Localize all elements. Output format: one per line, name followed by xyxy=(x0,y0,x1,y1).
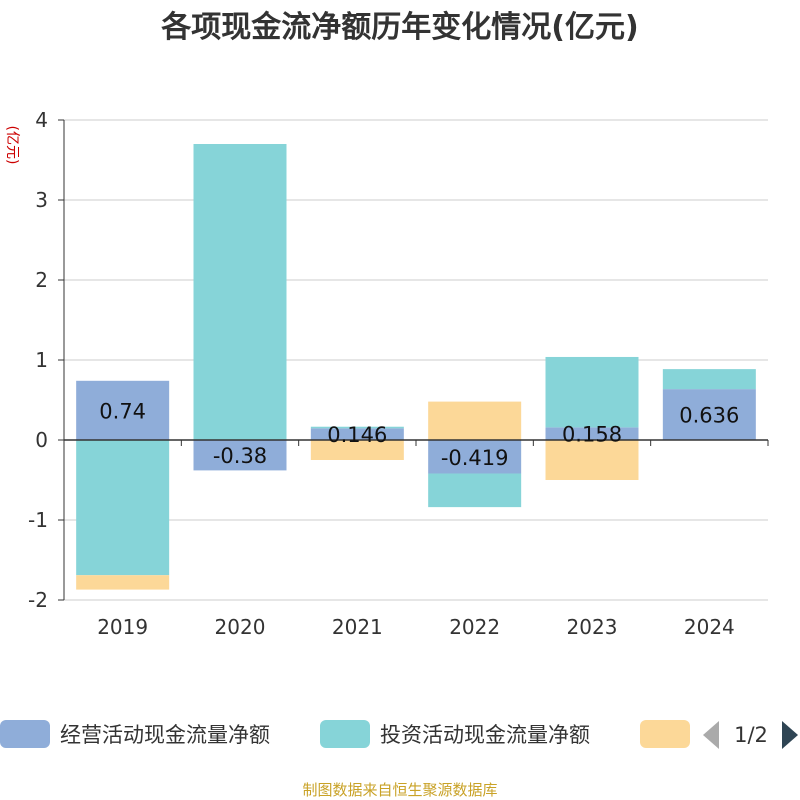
data-label-2020: -0.38 xyxy=(213,444,267,468)
data-label-2019: 0.74 xyxy=(99,399,146,423)
y-tick-label-0: -2 xyxy=(28,588,48,612)
x-tick-label-2020: 2020 xyxy=(215,615,266,639)
chart-title: 各项现金流净额历年变化情况(亿元) xyxy=(160,10,638,45)
bar-2023-series-0 xyxy=(545,427,639,440)
y-tick-label-3: 1 xyxy=(35,348,48,372)
data-labels: 0.74 -0.38 0.146 -0.419 0.158 0.636 xyxy=(99,399,739,469)
x-tick-label-2022: 2022 xyxy=(449,615,500,639)
data-label-2023: 0.158 xyxy=(562,423,622,447)
bar-2019-series-0 xyxy=(76,380,170,440)
bar-2019-series-2 xyxy=(76,575,170,590)
y-tick-label-6: 4 xyxy=(35,108,48,132)
y-axis-unit-label: (亿元) xyxy=(4,126,20,165)
bar-2021-series-2 xyxy=(310,440,404,460)
bar-2021-series-0 xyxy=(310,428,404,440)
x-tick-label-2021: 2021 xyxy=(332,615,383,639)
bars xyxy=(76,144,756,590)
bar-2024-series-1 xyxy=(662,369,756,390)
x-tick-label-2023: 2023 xyxy=(567,615,618,639)
y-tick-label-2: 0 xyxy=(35,428,48,452)
data-label-2022: -0.419 xyxy=(441,446,509,470)
bar-2020-series-1 xyxy=(193,144,287,440)
y-tick-label-1: -1 xyxy=(28,508,48,532)
legend-page-indicator: 1/2 xyxy=(734,723,768,747)
bar-2023-series-2 xyxy=(545,440,639,480)
axes: -2 -1 0 1 2 3 4 2019 2020 2021 2022 2023 2024 xyxy=(28,108,769,639)
bar-2022-series-1 xyxy=(428,473,522,508)
bar-2023-series-1 xyxy=(545,356,639,428)
y-tick-label-5: 3 xyxy=(35,188,48,212)
gridlines xyxy=(64,119,768,601)
legend: 经营活动现金流量净额 投资活动现金流量净额 1/2 xyxy=(0,720,798,749)
legend-swatch-0[interactable] xyxy=(0,720,50,748)
x-tick-label-2019: 2019 xyxy=(97,615,148,639)
legend-label-0[interactable]: 经营活动现金流量净额 xyxy=(60,723,270,747)
legend-swatch-1[interactable] xyxy=(320,720,370,748)
legend-next-arrow-icon[interactable] xyxy=(782,721,798,749)
data-source-note: 制图数据来自恒生聚源数据库 xyxy=(302,781,497,799)
legend-prev-arrow-icon[interactable] xyxy=(703,721,719,749)
bar-2022-series-2 xyxy=(428,401,522,440)
bar-2022-series-0 xyxy=(428,440,522,474)
data-label-2024: 0.636 xyxy=(679,404,739,428)
bar-2019-series-1 xyxy=(76,440,170,576)
y-tick-label-4: 2 xyxy=(35,268,48,292)
x-tick-label-2024: 2024 xyxy=(684,615,735,639)
legend-label-1[interactable]: 投资活动现金流量净额 xyxy=(380,723,590,747)
bar-2020-series-0 xyxy=(193,440,287,471)
data-label-2021: 0.146 xyxy=(327,423,387,447)
bar-2021-series-1 xyxy=(310,426,404,429)
legend-swatch-2[interactable] xyxy=(640,720,690,748)
bar-2024-series-0 xyxy=(662,389,756,440)
